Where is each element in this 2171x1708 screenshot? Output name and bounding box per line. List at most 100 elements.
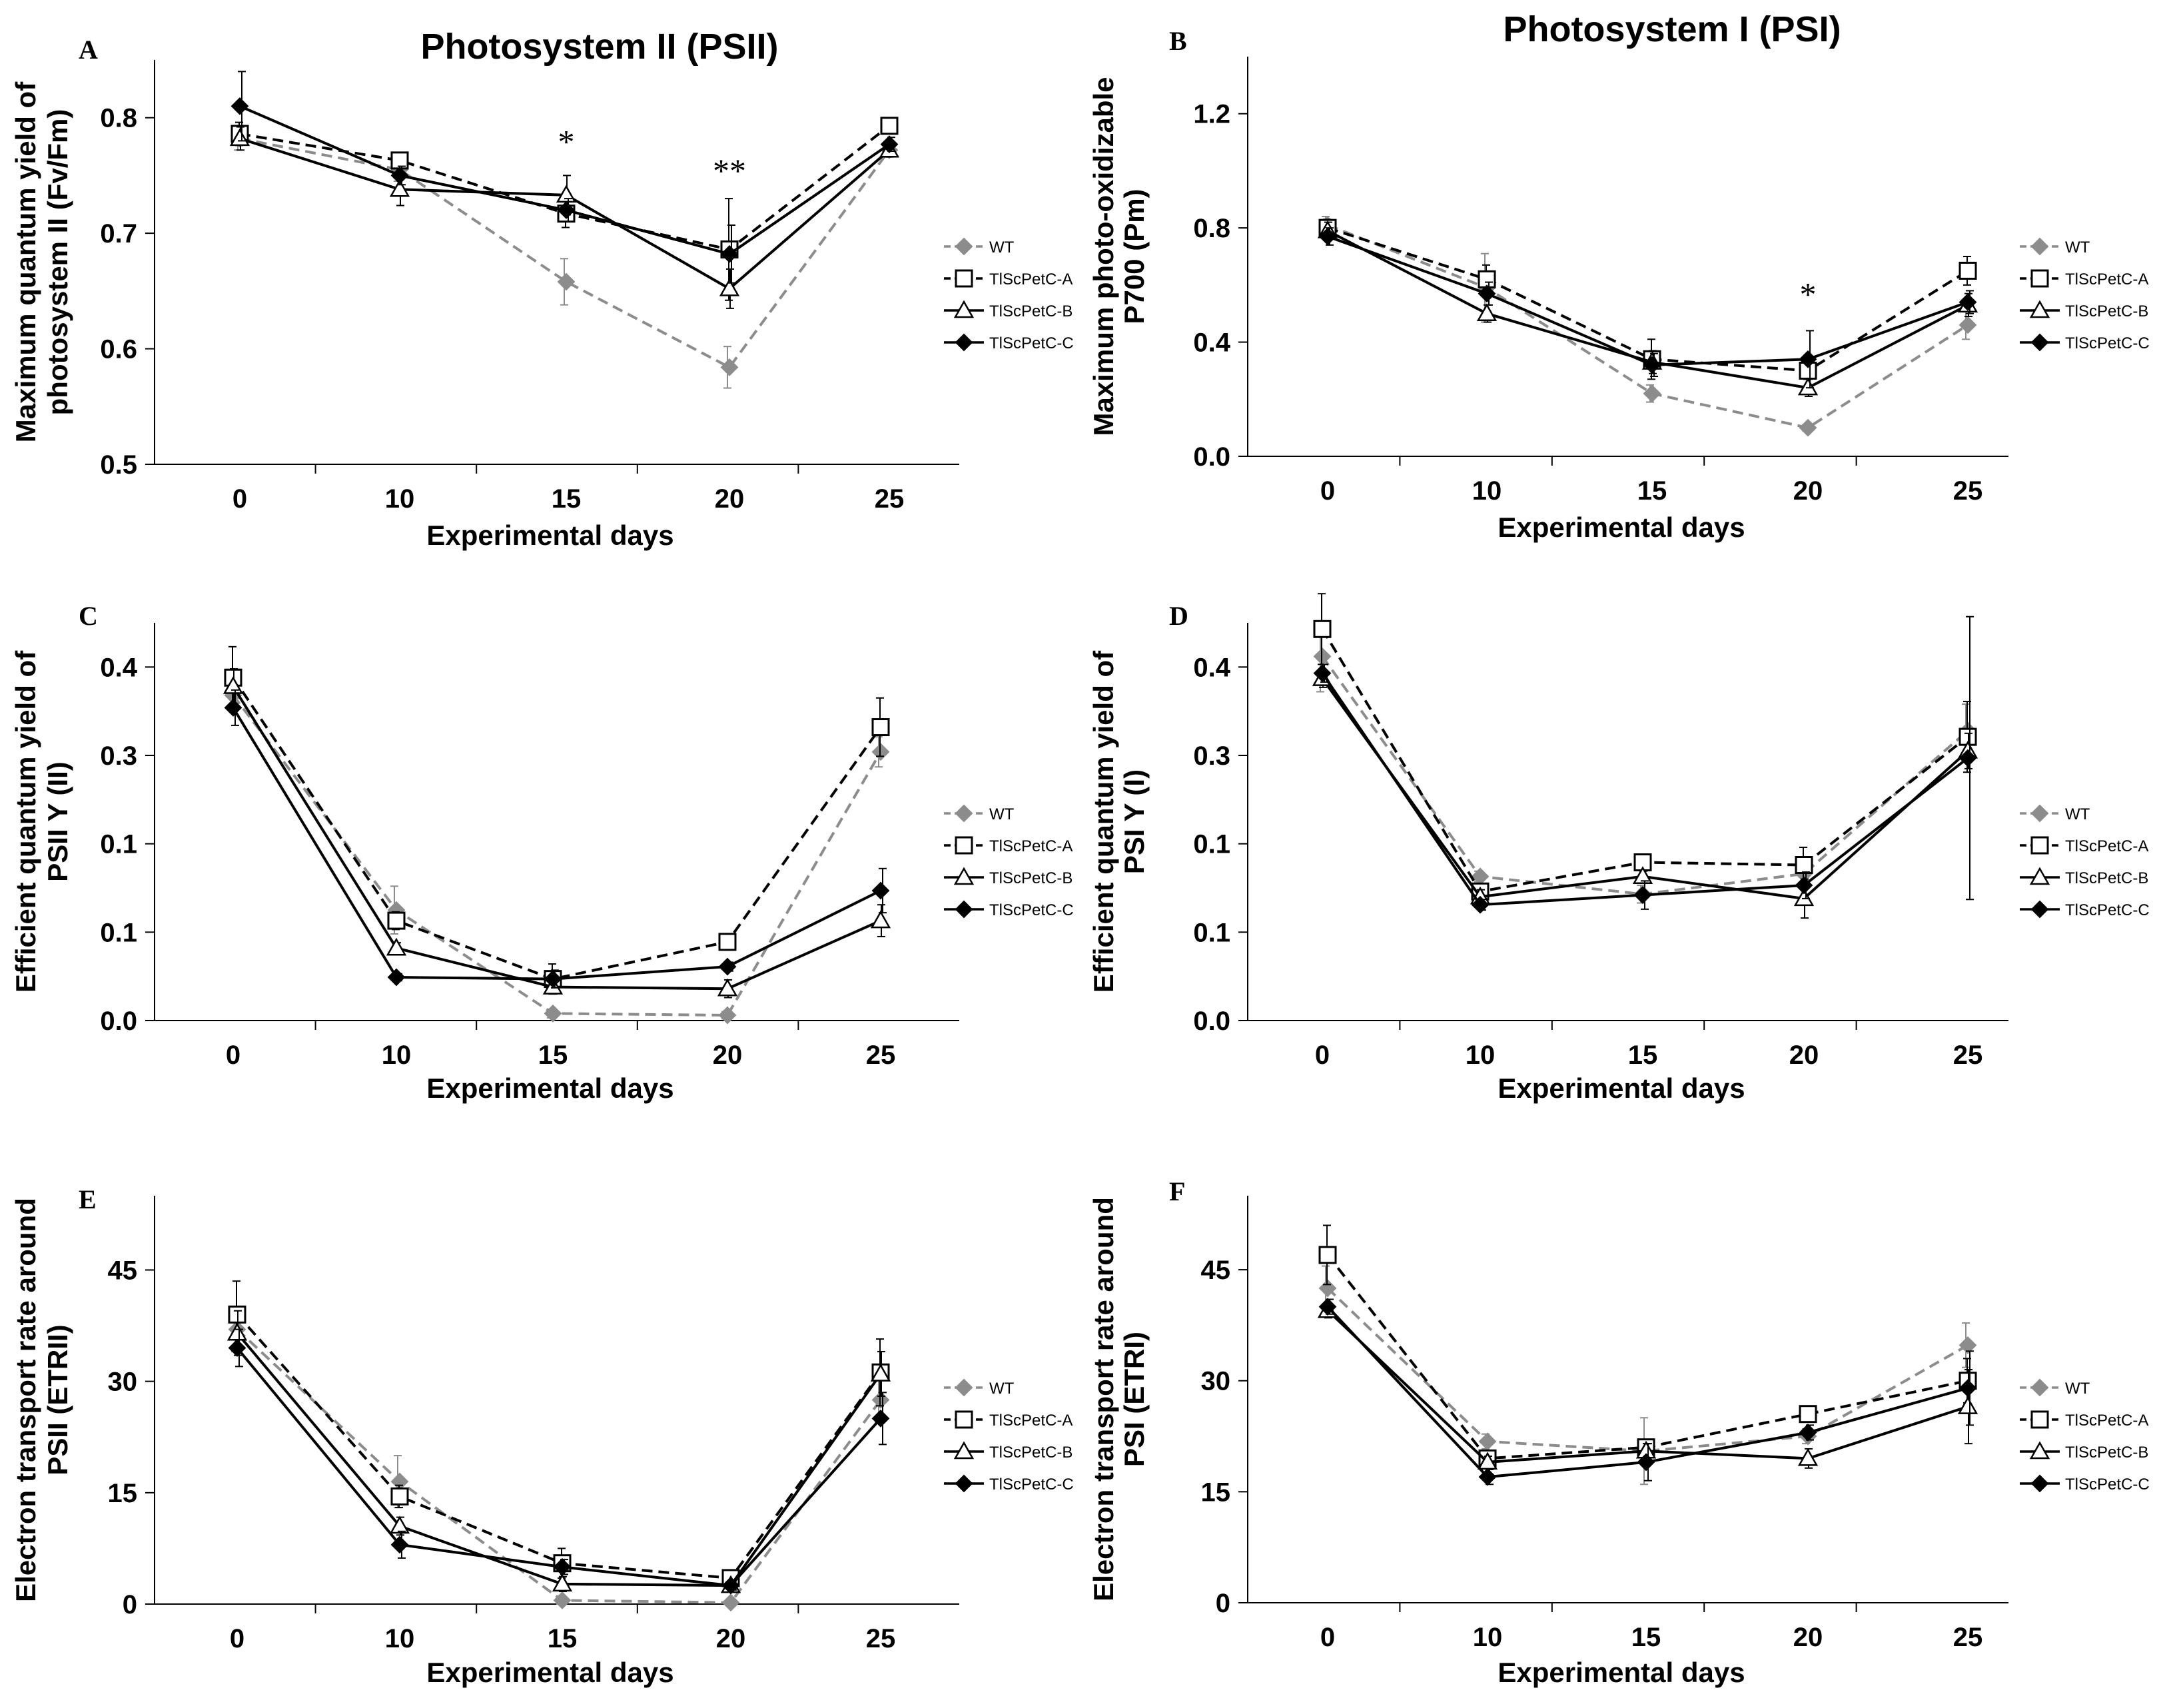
x-tick-label: 10 — [385, 484, 415, 514]
y-tick-label: 15 — [108, 1479, 138, 1508]
data-point — [387, 911, 406, 930]
x-tick-label: 20 — [716, 1624, 746, 1653]
data-point — [871, 718, 890, 737]
panel-letter: D — [1169, 601, 1188, 631]
x-tick-label: 15 — [1628, 1041, 1658, 1070]
data-point — [718, 933, 737, 951]
y-tick-label: 0.8 — [100, 104, 137, 133]
series-line — [232, 685, 881, 991]
x-tick-label: 10 — [385, 1624, 415, 1653]
data-point — [557, 272, 576, 291]
series-line — [232, 677, 882, 981]
legend-label: WT — [989, 1380, 1015, 1398]
data-point — [1313, 620, 1332, 638]
data-point — [870, 910, 891, 929]
legend-marker — [955, 1410, 973, 1429]
legend-marker — [953, 867, 975, 885]
legend-marker — [955, 836, 973, 855]
legend-label: WT — [989, 238, 1015, 256]
y-tick-label: 0.4 — [100, 653, 137, 682]
legend-marker — [2030, 269, 2049, 288]
series-line — [236, 1347, 882, 1587]
y-tick-label: 0.0 — [1193, 1007, 1230, 1036]
x-tick-label: 25 — [1953, 1041, 1983, 1070]
panel-letter: A — [79, 35, 98, 65]
data-point — [1958, 293, 1977, 311]
y-axis-title: Maximum photo-oxidizable — [1088, 77, 1119, 436]
x-axis-title: Experimental days — [1498, 1072, 1745, 1104]
x-tick-label: 0 — [230, 1624, 244, 1653]
data-point — [222, 675, 244, 694]
series-line — [1326, 1287, 1968, 1453]
series-TlScPetC-A — [228, 1280, 890, 1587]
x-axis-title: Experimental days — [426, 1072, 673, 1104]
legend-marker — [2030, 1474, 2049, 1493]
legend-label: WT — [2065, 238, 2090, 256]
y-tick-label: 0.4 — [1193, 328, 1230, 358]
data-point — [871, 881, 890, 900]
series-TlScPetC-C — [228, 1328, 890, 1595]
data-point — [1643, 384, 1661, 403]
data-point — [390, 1487, 409, 1505]
legend-label: TlScPetC-C — [989, 901, 1074, 919]
legend-label: TlScPetC-C — [2065, 1476, 2150, 1494]
legend-marker — [955, 269, 973, 288]
y-tick-label: 45 — [1201, 1256, 1231, 1285]
data-point — [1799, 1405, 1817, 1424]
series-line — [1321, 628, 1969, 893]
data-point — [717, 978, 738, 997]
series-line — [239, 137, 891, 369]
panel-letter: C — [79, 601, 98, 631]
legend-marker — [953, 300, 975, 318]
panel-title: Photosystem II (PSII) — [420, 27, 778, 67]
data-point — [557, 201, 576, 219]
legend: WT TlScPetC-A TlScPetC-B TlScPetC-C — [944, 804, 1074, 919]
legend-label: WT — [2065, 1380, 2090, 1398]
y-tick-label: 0.3 — [100, 741, 137, 771]
y-tick-label: 0 — [1216, 1589, 1230, 1618]
x-tick-label: 15 — [548, 1624, 578, 1653]
series-TlScPetC-B — [222, 667, 891, 999]
data-point — [1313, 664, 1332, 683]
significance-marker: ** — [713, 152, 746, 189]
legend-label: TlScPetC-B — [2065, 869, 2148, 887]
legend: WT TlScPetC-A TlScPetC-B TlScPetC-C — [2020, 237, 2150, 352]
data-point — [1958, 261, 1977, 280]
data-point — [718, 957, 737, 976]
data-point — [1797, 377, 1819, 396]
series-TlScPetC-B — [226, 1310, 891, 1593]
data-point — [1799, 418, 1817, 437]
data-point — [224, 698, 242, 717]
legend-label: TlScPetC-B — [989, 302, 1073, 320]
data-point — [1958, 1379, 1977, 1398]
y-tick-label: 0.3 — [1193, 741, 1230, 771]
x-tick-label: 15 — [538, 1041, 568, 1070]
y-tick-label: 0.8 — [1193, 214, 1230, 243]
panel-letter: E — [79, 1184, 97, 1214]
data-point — [553, 1557, 572, 1576]
data-point — [870, 1363, 891, 1382]
y-axis-title: PSII Y (II) — [42, 761, 73, 882]
data-point — [1633, 886, 1652, 905]
x-tick-label: 20 — [1793, 1623, 1823, 1652]
data-point — [880, 135, 899, 154]
panel-b: 0.0 0.4 0.8 1.2 0 10 15 20 25 Experimental days Ma… — [1088, 9, 2150, 543]
data-point — [544, 1004, 562, 1023]
data-point — [1478, 1432, 1497, 1451]
y-tick-label: 45 — [108, 1256, 138, 1285]
data-point — [1795, 876, 1813, 895]
panel-a: 0.5 0.6 0.7 0.8 0 10 15 20 25 Experimental days Ma… — [10, 27, 1074, 551]
legend-label: WT — [989, 805, 1015, 823]
data-point — [721, 1593, 740, 1612]
legend: WT TlScPetC-A TlScPetC-B TlScPetC-C — [944, 237, 1074, 352]
panel-f: 0 15 30 45 0 10 15 20 25 Experimental days Electro… — [1088, 1176, 2150, 1688]
data-point — [721, 1576, 740, 1595]
series-TlScPetC-A — [224, 645, 890, 995]
data-point — [1958, 316, 1977, 334]
data-point — [1471, 895, 1490, 914]
significance-marker: * — [1800, 276, 1817, 313]
data-point — [1799, 350, 1817, 368]
series-TlScPetC-A — [1313, 593, 1977, 901]
data-point — [390, 167, 409, 185]
series-TlScPetC-B — [1317, 220, 1978, 397]
